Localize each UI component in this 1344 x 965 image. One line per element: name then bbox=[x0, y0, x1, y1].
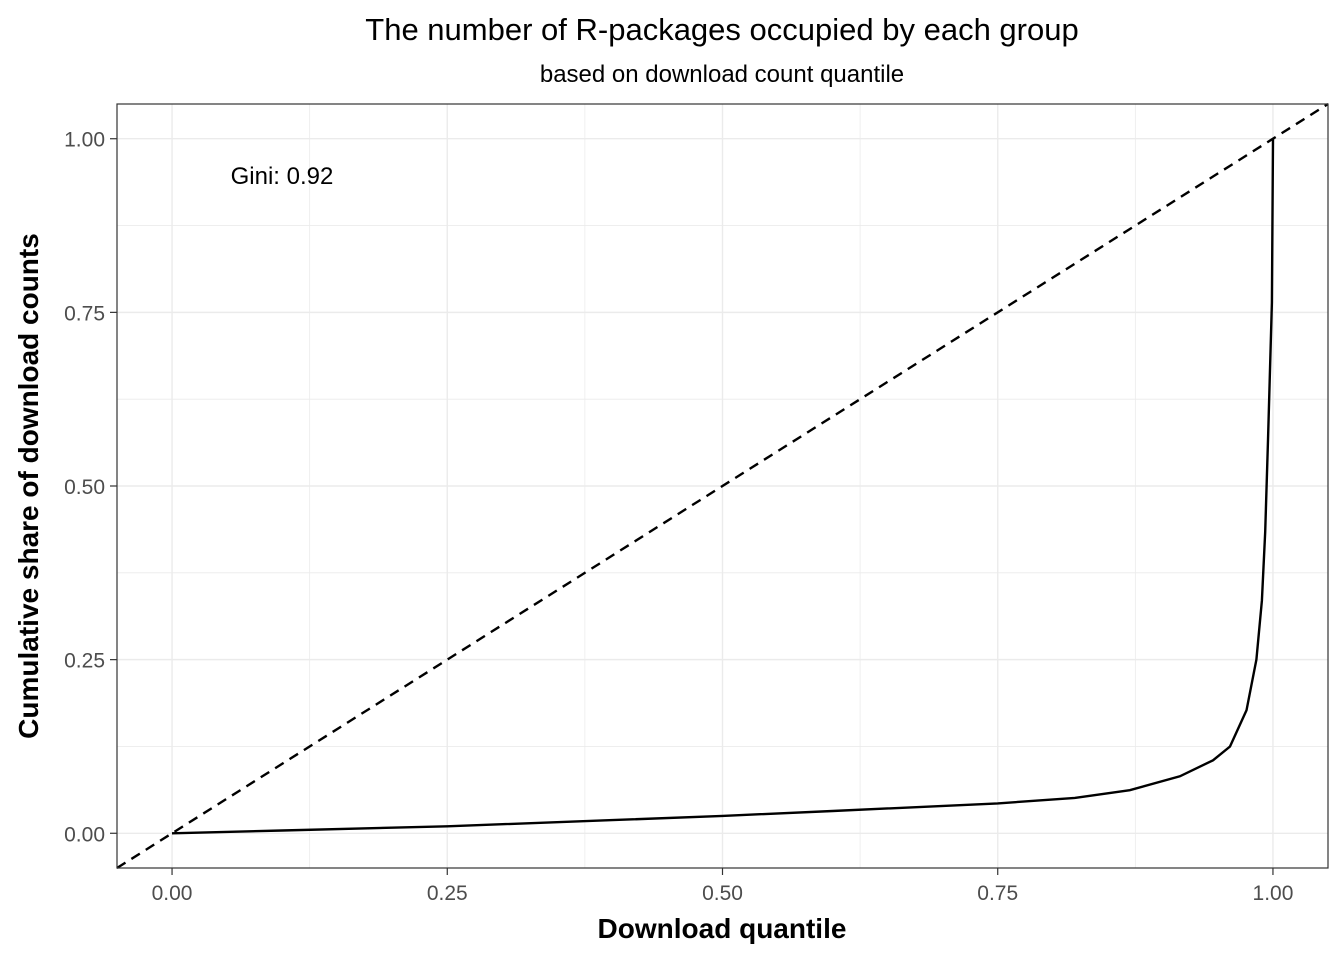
x-axis-label: Download quantile bbox=[598, 913, 847, 944]
y-axis: 0.00 0.25 0.50 0.75 1.00 bbox=[64, 129, 117, 846]
x-axis: 0.00 0.25 0.50 0.75 1.00 bbox=[152, 868, 1294, 905]
x-tick-label: 0.50 bbox=[702, 882, 743, 905]
y-axis-label: Cumulative share of download counts bbox=[13, 233, 44, 739]
chart-title: The number of R-packages occupied by eac… bbox=[365, 12, 1078, 47]
x-tick-label: 0.00 bbox=[152, 882, 193, 905]
series-layer bbox=[116, 102, 1329, 870]
gini-annotation: Gini: 0.92 bbox=[231, 163, 334, 190]
y-tick-label: 0.75 bbox=[64, 302, 105, 325]
x-tick-label: 0.75 bbox=[977, 882, 1018, 905]
y-tick-label: 0.00 bbox=[64, 823, 105, 846]
x-tick-label: 0.25 bbox=[427, 882, 468, 905]
y-tick-label: 0.50 bbox=[64, 476, 105, 499]
y-tick-label: 0.25 bbox=[64, 650, 105, 673]
equality-line bbox=[116, 102, 1329, 870]
y-tick-label: 1.00 bbox=[64, 129, 105, 152]
lorenz-curve bbox=[171, 138, 1275, 835]
chart-subtitle: based on download count quantile bbox=[540, 61, 904, 88]
x-tick-label: 1.00 bbox=[1253, 882, 1294, 905]
